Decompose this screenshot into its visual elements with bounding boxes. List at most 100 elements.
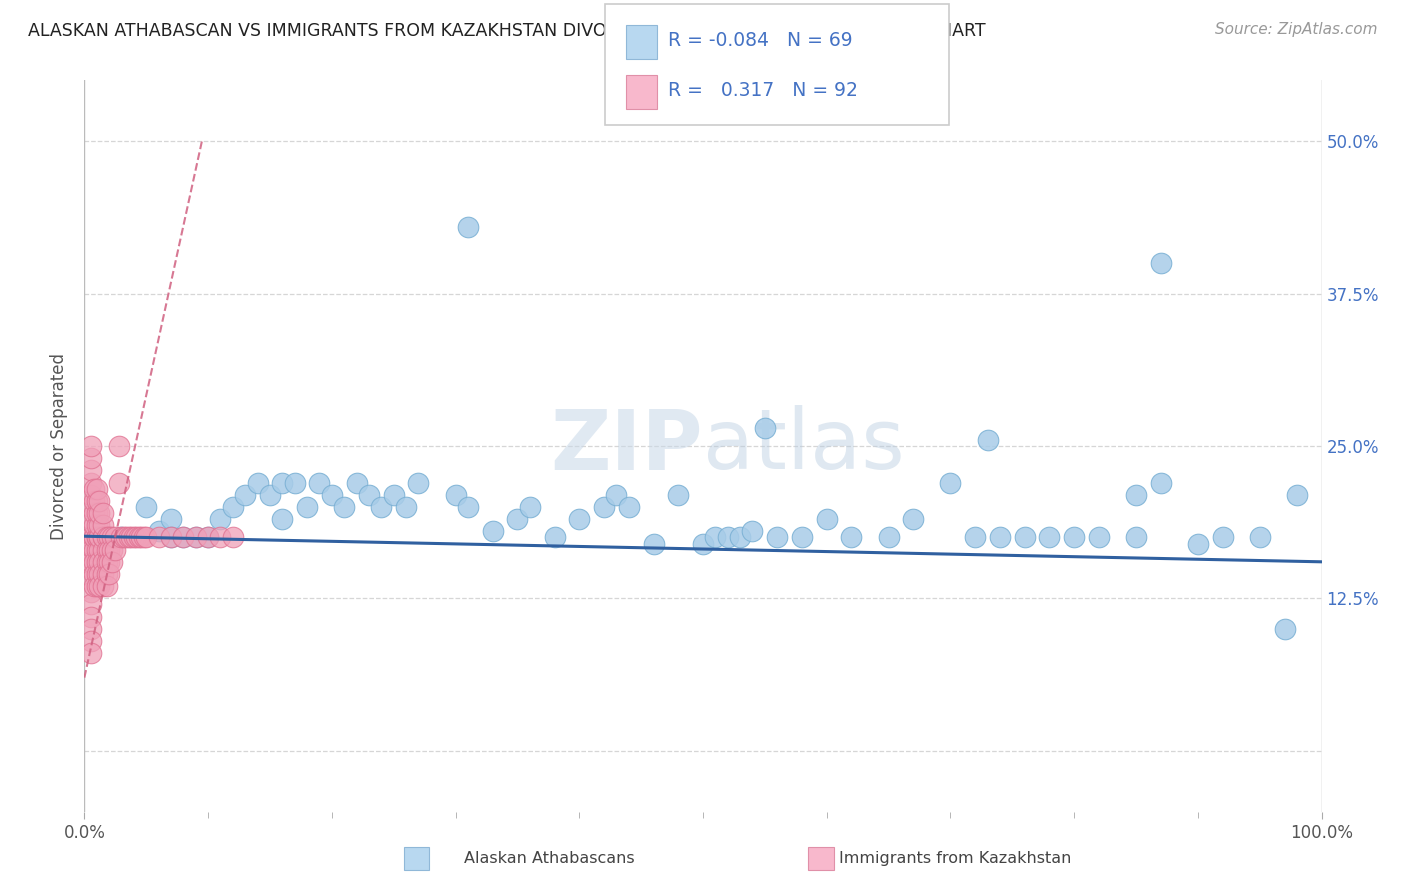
Point <box>86 555 108 569</box>
Point <box>108 439 131 453</box>
Point <box>91 555 114 569</box>
Point <box>1187 536 1209 550</box>
Point <box>519 500 541 514</box>
Point <box>259 488 281 502</box>
Point <box>939 475 962 490</box>
Point <box>89 542 111 557</box>
Point <box>506 512 529 526</box>
Point <box>79 555 101 569</box>
Point <box>692 536 714 550</box>
Point <box>86 567 108 582</box>
Point <box>86 494 108 508</box>
Point <box>148 530 170 544</box>
Point <box>605 488 627 502</box>
Point <box>457 500 479 514</box>
Point <box>104 542 127 557</box>
Point <box>89 530 111 544</box>
Point <box>128 530 150 544</box>
Point <box>79 530 101 544</box>
Point <box>160 530 183 544</box>
Point <box>83 506 105 520</box>
Point <box>125 530 148 544</box>
Point <box>1125 488 1147 502</box>
Point <box>79 500 101 514</box>
Point <box>209 530 232 544</box>
Point <box>91 530 114 544</box>
Point <box>395 500 418 514</box>
Point <box>79 475 101 490</box>
Point <box>408 475 430 490</box>
Point <box>79 598 101 612</box>
Point <box>79 561 101 575</box>
Text: R =   0.317   N = 92: R = 0.317 N = 92 <box>668 81 858 100</box>
Point <box>717 530 740 544</box>
Point <box>96 530 118 544</box>
Point <box>79 451 101 466</box>
Point <box>86 579 108 593</box>
Point <box>1150 475 1173 490</box>
Point <box>118 530 141 544</box>
Point <box>79 512 101 526</box>
Point <box>1125 530 1147 544</box>
Point <box>444 488 467 502</box>
Point <box>346 475 368 490</box>
Point <box>83 530 105 544</box>
Point <box>790 530 813 544</box>
Point <box>333 500 356 514</box>
Point <box>91 506 114 520</box>
Point <box>1285 488 1308 502</box>
Point <box>1063 530 1085 544</box>
Point <box>704 530 727 544</box>
Point <box>643 536 665 550</box>
Point <box>79 488 101 502</box>
Point <box>222 530 245 544</box>
Point <box>83 482 105 496</box>
Point <box>79 634 101 648</box>
Point <box>976 433 998 447</box>
Point <box>98 530 121 544</box>
Point <box>160 530 183 544</box>
Point <box>100 555 122 569</box>
Point <box>184 530 207 544</box>
Point <box>79 646 101 660</box>
Point <box>1274 622 1296 636</box>
Point <box>91 530 114 544</box>
Point <box>197 530 219 544</box>
Point <box>86 482 108 496</box>
Point <box>98 530 121 544</box>
Point <box>841 530 863 544</box>
Point <box>184 530 207 544</box>
Point <box>815 512 838 526</box>
Point <box>233 488 256 502</box>
Point <box>110 530 132 544</box>
Point <box>83 579 105 593</box>
Point <box>209 512 232 526</box>
Point <box>1249 530 1271 544</box>
Point <box>79 439 101 453</box>
Point <box>1212 530 1234 544</box>
Point <box>83 555 105 569</box>
Point <box>197 530 219 544</box>
Point <box>83 567 105 582</box>
Point <box>543 530 565 544</box>
Point <box>370 500 392 514</box>
Point <box>83 542 105 557</box>
Point <box>100 530 122 544</box>
Point <box>1038 530 1060 544</box>
Point <box>728 530 751 544</box>
Point <box>96 542 118 557</box>
Point <box>988 530 1011 544</box>
Point <box>115 530 138 544</box>
Point <box>135 530 157 544</box>
Point <box>86 542 108 557</box>
Point <box>89 567 111 582</box>
Point <box>96 579 118 593</box>
Point <box>122 530 145 544</box>
Point <box>89 555 111 569</box>
Point <box>741 524 763 539</box>
Point <box>132 530 155 544</box>
Point <box>89 579 111 593</box>
Text: Source: ZipAtlas.com: Source: ZipAtlas.com <box>1215 22 1378 37</box>
Point <box>754 421 776 435</box>
Point <box>89 506 111 520</box>
